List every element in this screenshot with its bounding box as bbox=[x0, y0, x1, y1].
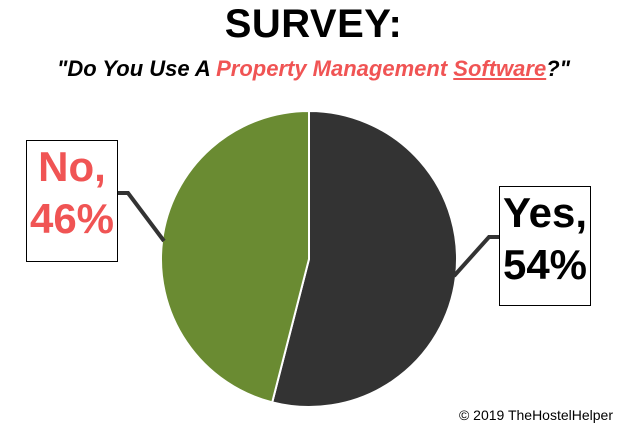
chart-title: SURVEY: bbox=[224, 2, 403, 46]
pie-slices bbox=[160, 109, 458, 408]
subtitle-part-1: "Do You Use A bbox=[56, 56, 217, 81]
label-no-value: 46% bbox=[29, 195, 115, 242]
leader-line-no bbox=[118, 191, 166, 243]
pie-slice-yes bbox=[270, 109, 458, 408]
label-yes-category: Yes, bbox=[502, 189, 588, 236]
label-no-category: No, bbox=[38, 143, 106, 190]
chart-subtitle: "Do You Use A Property Management Softwa… bbox=[0, 56, 627, 82]
label-no: No, 46% bbox=[26, 140, 118, 262]
label-yes: Yes, 54% bbox=[499, 186, 591, 306]
copyright-text: © 2019 TheHostelHelper bbox=[458, 407, 613, 423]
subtitle-part-3: Software bbox=[453, 56, 547, 81]
leader-line-yes bbox=[452, 235, 499, 278]
label-yes-value: 54% bbox=[502, 241, 588, 288]
subtitle-part-4: ?" bbox=[546, 56, 571, 81]
subtitle-part-2: Property Management bbox=[216, 56, 454, 81]
leader-lines bbox=[118, 191, 499, 278]
